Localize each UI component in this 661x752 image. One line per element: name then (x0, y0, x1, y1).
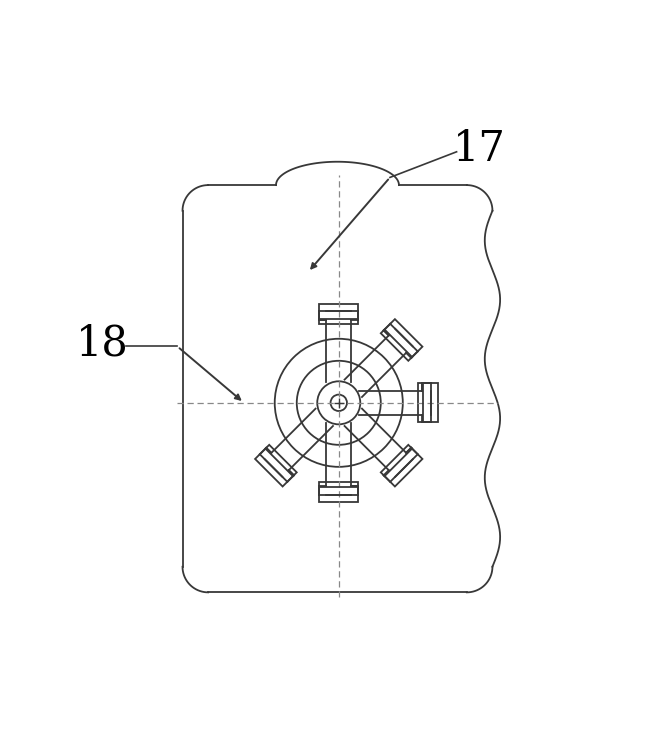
Text: 17: 17 (453, 129, 506, 170)
Text: 18: 18 (76, 323, 128, 365)
